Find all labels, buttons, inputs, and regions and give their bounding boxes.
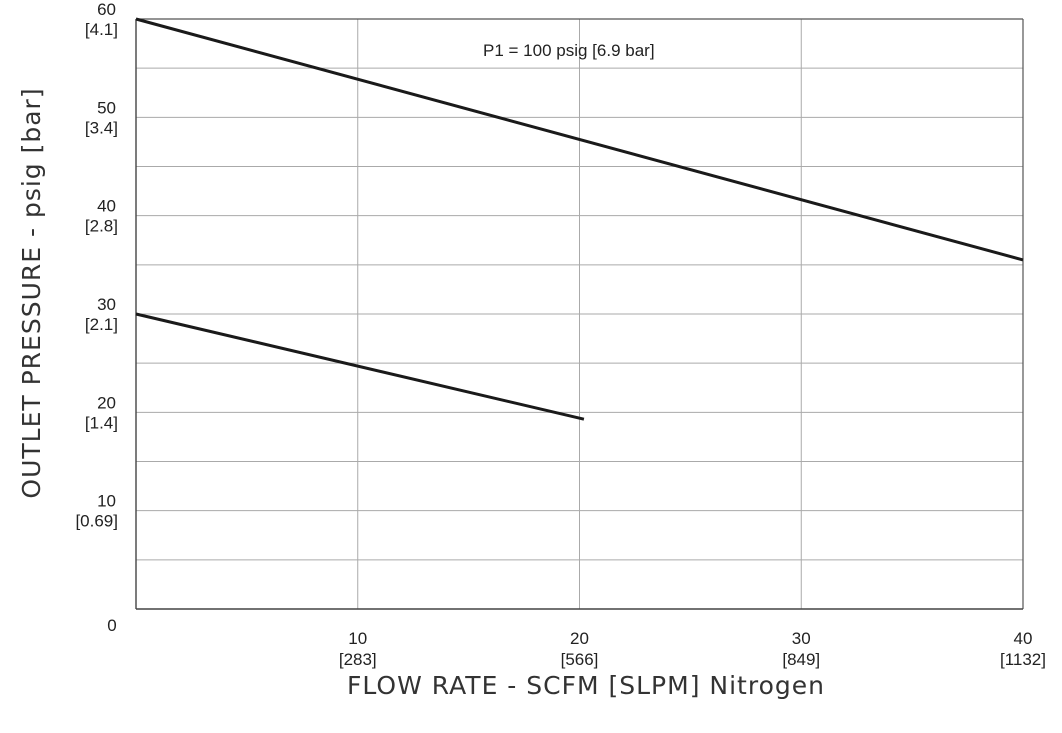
y-tick-label: 60 bbox=[97, 0, 116, 19]
y-axis-label: OUTLET PRESSURE - psig [bar] bbox=[17, 87, 46, 498]
y-tick-label: 50 bbox=[97, 98, 116, 117]
x-axis-label: FLOW RATE - SCFM [SLPM] Nitrogen bbox=[347, 671, 825, 700]
series-line-1 bbox=[135, 17, 1024, 262]
series-line-2 bbox=[135, 312, 585, 421]
grid bbox=[136, 19, 1023, 609]
y-tick-sublabel: [3.4] bbox=[85, 118, 118, 137]
x-tick-sublabel: [849] bbox=[782, 650, 820, 669]
y-tick-sublabel: [0.69] bbox=[75, 512, 118, 531]
x-tick-sublabel: [1132] bbox=[1000, 650, 1046, 669]
y-tick-sublabel: [2.8] bbox=[85, 217, 118, 236]
x-tick-sublabel: [283] bbox=[339, 650, 377, 669]
x-tick-label: 10 bbox=[348, 629, 367, 648]
chart-annotation: P1 = 100 psig [6.9 bar] bbox=[483, 41, 655, 60]
x-tick-label: 30 bbox=[792, 629, 811, 648]
y-tick-label: 30 bbox=[97, 295, 116, 314]
y-tick-sublabel: [2.1] bbox=[85, 315, 118, 334]
y-tick-label: 20 bbox=[97, 393, 116, 412]
origin-label: 0 bbox=[107, 616, 116, 635]
y-tick-label: 10 bbox=[97, 492, 116, 511]
y-tick-sublabel: [1.4] bbox=[85, 413, 118, 432]
x-tick-label: 40 bbox=[1014, 629, 1033, 648]
x-tick-sublabel: [566] bbox=[561, 650, 599, 669]
series bbox=[135, 17, 1024, 421]
y-tick-sublabel: [4.1] bbox=[85, 20, 118, 39]
x-tick-label: 20 bbox=[570, 629, 589, 648]
y-tick-label: 40 bbox=[97, 197, 116, 216]
tick-labels: 10[0.69]20[1.4]30[2.1]40[2.8]50[3.4]60[4… bbox=[75, 0, 1046, 669]
